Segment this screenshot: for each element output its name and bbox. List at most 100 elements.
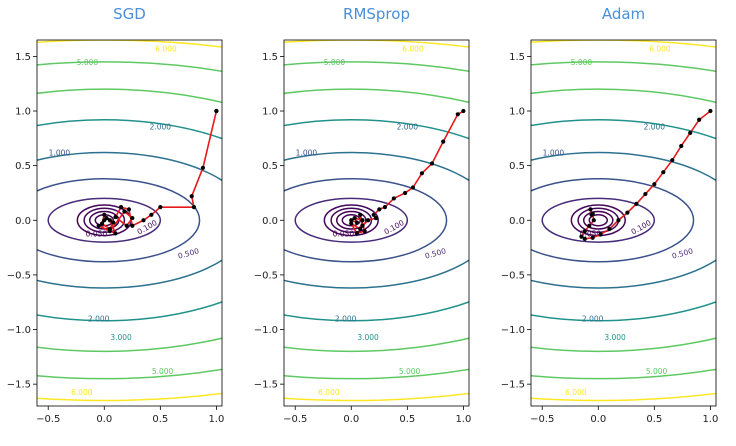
axes-frame	[36, 39, 223, 407]
contour-lines: 0.050 0.1000.5001.0002.0002.0003.0005.000…	[284, 40, 469, 402]
path-point	[402, 190, 408, 196]
x-tick-label: 0.5	[646, 414, 662, 425]
path-point	[130, 215, 135, 221]
path-point	[455, 112, 460, 117]
y-tick-label: 0.0	[15, 216, 31, 227]
y-tick-label: 0.5	[15, 161, 31, 172]
y-tick-label: −0.5	[7, 270, 31, 281]
contour-line	[294, 197, 409, 243]
path-point	[354, 220, 359, 225]
path-point	[410, 185, 416, 190]
path-point	[111, 220, 116, 225]
contour-label: 3.000	[604, 333, 626, 342]
path-point	[349, 221, 354, 226]
contour-line	[335, 210, 367, 230]
contour-label: 2.000	[88, 315, 110, 324]
path-point	[634, 201, 639, 206]
path-point	[377, 207, 382, 212]
path-point	[118, 205, 124, 210]
axes-frame	[530, 39, 717, 407]
contour-line	[284, 178, 448, 263]
y-tick-label: −0.5	[254, 270, 278, 281]
contour-label: 6.000	[565, 388, 587, 397]
path-point	[189, 194, 194, 199]
path-point	[200, 165, 206, 170]
contour-label: 5.000	[324, 58, 346, 67]
contour-lines: 0.050 0.1000.5001.0002.0002.0003.0005.000…	[37, 40, 222, 402]
path-point	[625, 210, 630, 215]
y-tick-label: 0.0	[509, 216, 525, 227]
x-tick-label: 1.0	[702, 414, 718, 425]
path-point	[122, 209, 127, 214]
y-tick-label: −1.0	[7, 325, 31, 336]
contour-label: 2.000	[150, 122, 172, 131]
contour-line	[531, 40, 716, 402]
path-point	[607, 226, 612, 232]
contour-line	[330, 207, 373, 234]
contour-line	[582, 210, 614, 230]
path-point	[358, 212, 363, 217]
y-tick-label: −1.5	[7, 380, 31, 391]
chart-title: RMSprop	[343, 5, 410, 23]
path-point	[697, 117, 702, 122]
path-point	[588, 207, 593, 212]
path-point	[419, 171, 425, 176]
path-point	[349, 218, 354, 223]
path-point	[391, 196, 396, 201]
path-point	[461, 108, 466, 114]
y-tick-label: −1.5	[254, 380, 278, 391]
path-point	[616, 218, 621, 223]
y-tick-label: −0.5	[501, 270, 525, 281]
contour-label: 0.500	[671, 246, 694, 260]
contour-label: 1.000	[543, 149, 565, 158]
path-point	[371, 212, 376, 217]
contour-label: 0.050	[86, 229, 108, 238]
contour-line	[588, 214, 608, 227]
path-point	[373, 215, 379, 221]
path-point	[107, 218, 112, 223]
path-point	[360, 218, 365, 223]
contour-label: 1.000	[49, 149, 71, 158]
y-tick-label: −1.5	[501, 380, 525, 391]
contour-line	[37, 151, 222, 289]
path-point	[352, 215, 357, 221]
y-tick-label: −1.0	[254, 325, 278, 336]
path-point	[191, 205, 197, 210]
contour-label: 0.500	[424, 246, 447, 260]
y-tick-label: −1.0	[501, 325, 525, 336]
path-point	[670, 158, 675, 163]
path-point	[591, 218, 596, 223]
contour-line	[284, 61, 469, 380]
contour-line	[37, 178, 201, 263]
contour-label: 6.000	[155, 45, 177, 54]
contour-line	[37, 40, 222, 402]
path-point	[441, 139, 446, 144]
y-tick-label: 1.0	[509, 107, 525, 118]
path-point	[102, 212, 107, 217]
path-point	[590, 235, 595, 240]
path-point	[113, 214, 118, 220]
contour-line	[284, 119, 469, 322]
contour-label: 6.000	[318, 388, 340, 397]
path-point	[679, 143, 684, 149]
x-tick-label: 0.0	[96, 414, 112, 425]
path-point	[149, 212, 154, 217]
contour-line	[541, 197, 656, 243]
y-tick-label: 1.5	[262, 52, 278, 63]
contour-label: 6.000	[402, 45, 424, 54]
path-point	[214, 108, 219, 114]
axes-frame	[283, 39, 470, 407]
path-point	[579, 234, 584, 239]
contour-label: 0.050	[333, 229, 355, 238]
y-tick-label: 1.0	[15, 107, 31, 118]
contour-line	[47, 197, 162, 243]
contour-label: 1.000	[296, 149, 318, 158]
y-tick-label: 0.0	[262, 216, 278, 227]
path-point	[643, 191, 648, 197]
contour-label: 5.000	[571, 58, 593, 67]
x-tick-label: 1.0	[208, 414, 224, 425]
contour-label: 2.000	[335, 315, 357, 324]
x-tick-label: −0.5	[36, 414, 60, 425]
